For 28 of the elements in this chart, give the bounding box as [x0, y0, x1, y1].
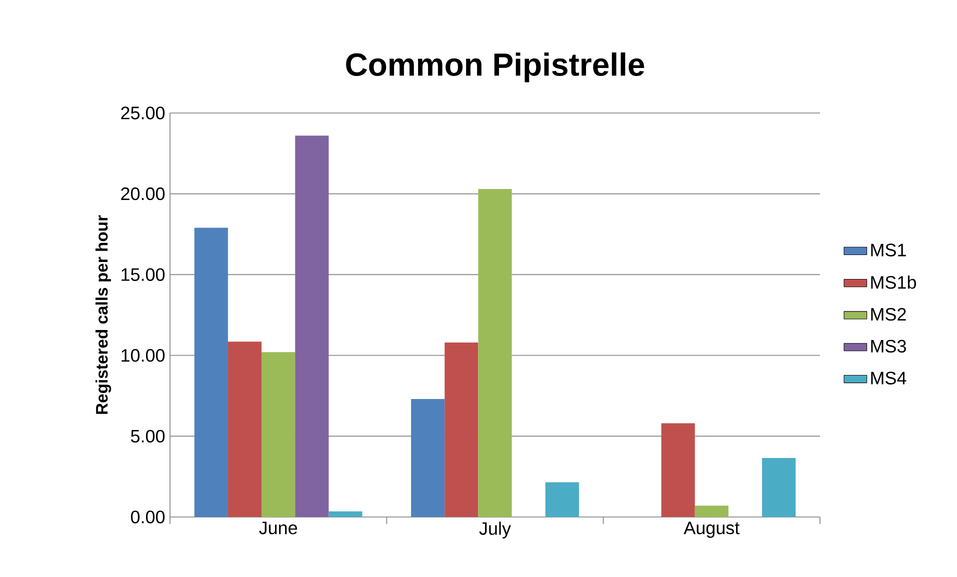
y-tick-label: 25.00 — [121, 106, 165, 120]
y-tick-label: 20.00 — [121, 187, 165, 200]
bar — [545, 482, 579, 517]
y-tick-label: 5.00 — [130, 430, 165, 443]
bar — [661, 423, 695, 517]
legend-label: MS1b — [871, 276, 916, 289]
y-tick-label: 0.00 — [130, 510, 165, 524]
bar — [328, 511, 362, 517]
bar — [194, 228, 228, 517]
y-tick-label: 10.00 — [122, 349, 165, 362]
x-tick-label: June — [259, 522, 298, 534]
y-axis-title: Registered calls per hour — [95, 215, 112, 414]
bar — [262, 352, 296, 517]
legend-label: MS3 — [871, 340, 906, 353]
bar — [295, 136, 329, 517]
x-tick-label: August — [684, 522, 740, 538]
bar — [478, 188, 512, 517]
bar — [694, 506, 728, 517]
bar — [444, 342, 478, 517]
bar — [228, 342, 262, 517]
bar — [762, 458, 796, 517]
legend-label: MS2 — [871, 308, 906, 321]
y-tick-label: 15.00 — [122, 268, 165, 281]
bar — [411, 399, 445, 517]
legend-label: MS4 — [871, 372, 906, 384]
chart-title: Common Pipistrelle — [346, 52, 644, 82]
legend-label: MS1 — [871, 244, 906, 256]
x-tick-label: July — [479, 522, 511, 538]
